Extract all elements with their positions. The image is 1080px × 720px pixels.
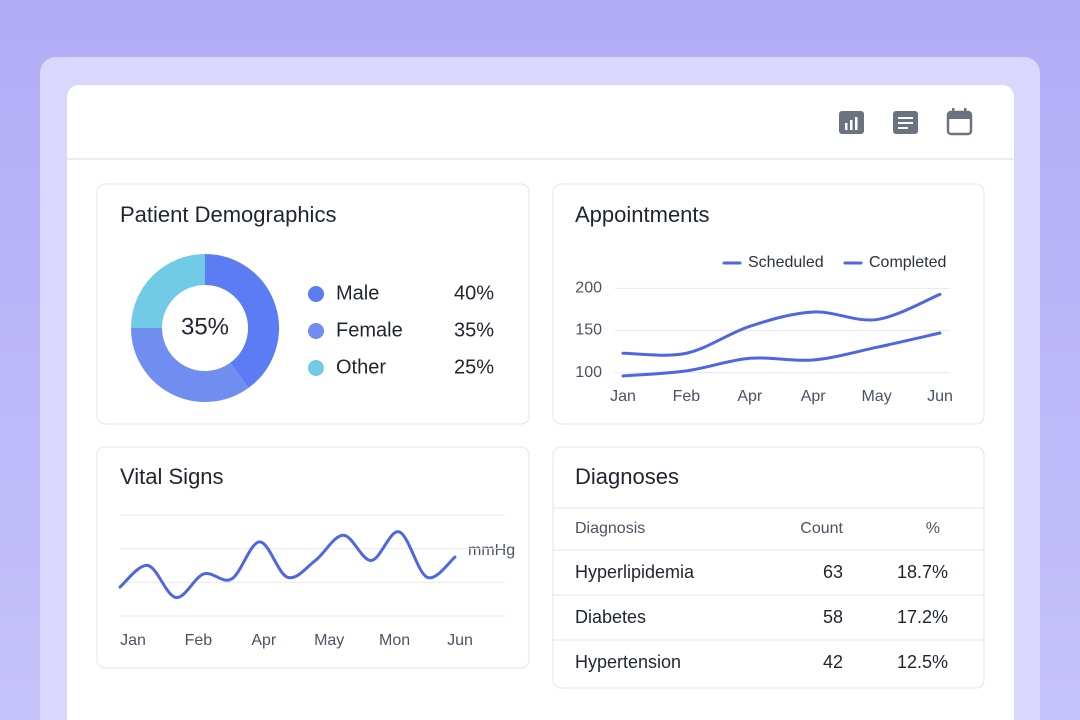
x-tick-label: Jun xyxy=(447,632,473,649)
vitals-card xyxy=(96,446,530,669)
table-header: % xyxy=(926,520,940,537)
card-title: Diagnoses xyxy=(575,464,679,489)
legend-label: Male xyxy=(336,282,379,304)
diagnoses-card xyxy=(552,446,985,689)
x-tick-label: Jun xyxy=(927,388,953,405)
table-header: Diagnosis xyxy=(575,520,645,537)
y-tick-label: 200 xyxy=(575,280,602,297)
x-tick-label: Apr xyxy=(251,632,277,649)
demographics-card xyxy=(96,183,530,425)
table-cell: 42 xyxy=(823,652,843,672)
legend-label: Female xyxy=(336,319,403,341)
table-cell: 18.7% xyxy=(897,562,948,582)
legend-label: Scheduled xyxy=(748,254,824,271)
series-line xyxy=(621,331,942,378)
donut-center-label: 35% xyxy=(181,313,229,340)
x-tick-label: May xyxy=(861,388,891,405)
chart-icon[interactable] xyxy=(839,111,864,134)
table-cell: Hyperlipidemia xyxy=(575,562,695,582)
x-tick-label: Apr xyxy=(801,388,827,405)
report-icon[interactable] xyxy=(893,111,918,134)
legend-dot xyxy=(308,360,324,376)
vital-line xyxy=(118,530,457,599)
donut-segment xyxy=(204,254,279,388)
table-cell: Hypertension xyxy=(575,652,681,672)
card-title: Vital Signs xyxy=(120,464,224,489)
x-tick-label: Apr xyxy=(737,388,763,405)
legend-label: Other xyxy=(336,356,386,378)
y-tick-label: 100 xyxy=(575,364,602,381)
series-line xyxy=(621,292,942,357)
table-cell: 12.5% xyxy=(897,652,948,672)
donut-segment xyxy=(131,254,206,329)
legend-value: 40% xyxy=(454,282,494,304)
legend-label: Completed xyxy=(869,254,946,271)
donut-segment xyxy=(131,327,249,402)
x-tick-label: Jan xyxy=(120,632,146,649)
card-title: Appointments xyxy=(575,202,710,227)
table-cell: 63 xyxy=(823,562,843,582)
table-header: Count xyxy=(800,520,843,537)
legend-dot xyxy=(308,286,324,302)
legend-value: 35% xyxy=(454,319,494,341)
table-cell: 58 xyxy=(823,607,843,627)
x-tick-label: Feb xyxy=(673,388,701,405)
x-tick-label: Jan xyxy=(610,388,636,405)
calendar-icon[interactable] xyxy=(946,108,973,136)
appointments-card xyxy=(552,183,985,425)
x-tick-label: Feb xyxy=(185,632,213,649)
table-cell: Diabetes xyxy=(575,607,646,627)
card-title: Patient Demographics xyxy=(120,202,336,227)
x-tick-label: May xyxy=(314,632,344,649)
legend-value: 25% xyxy=(454,356,494,378)
legend-dot xyxy=(308,323,324,339)
x-tick-label: Mon xyxy=(379,632,410,649)
unit-annotation: mmHg xyxy=(468,542,515,559)
table-cell: 17.2% xyxy=(897,607,948,627)
y-tick-label: 150 xyxy=(575,322,602,339)
